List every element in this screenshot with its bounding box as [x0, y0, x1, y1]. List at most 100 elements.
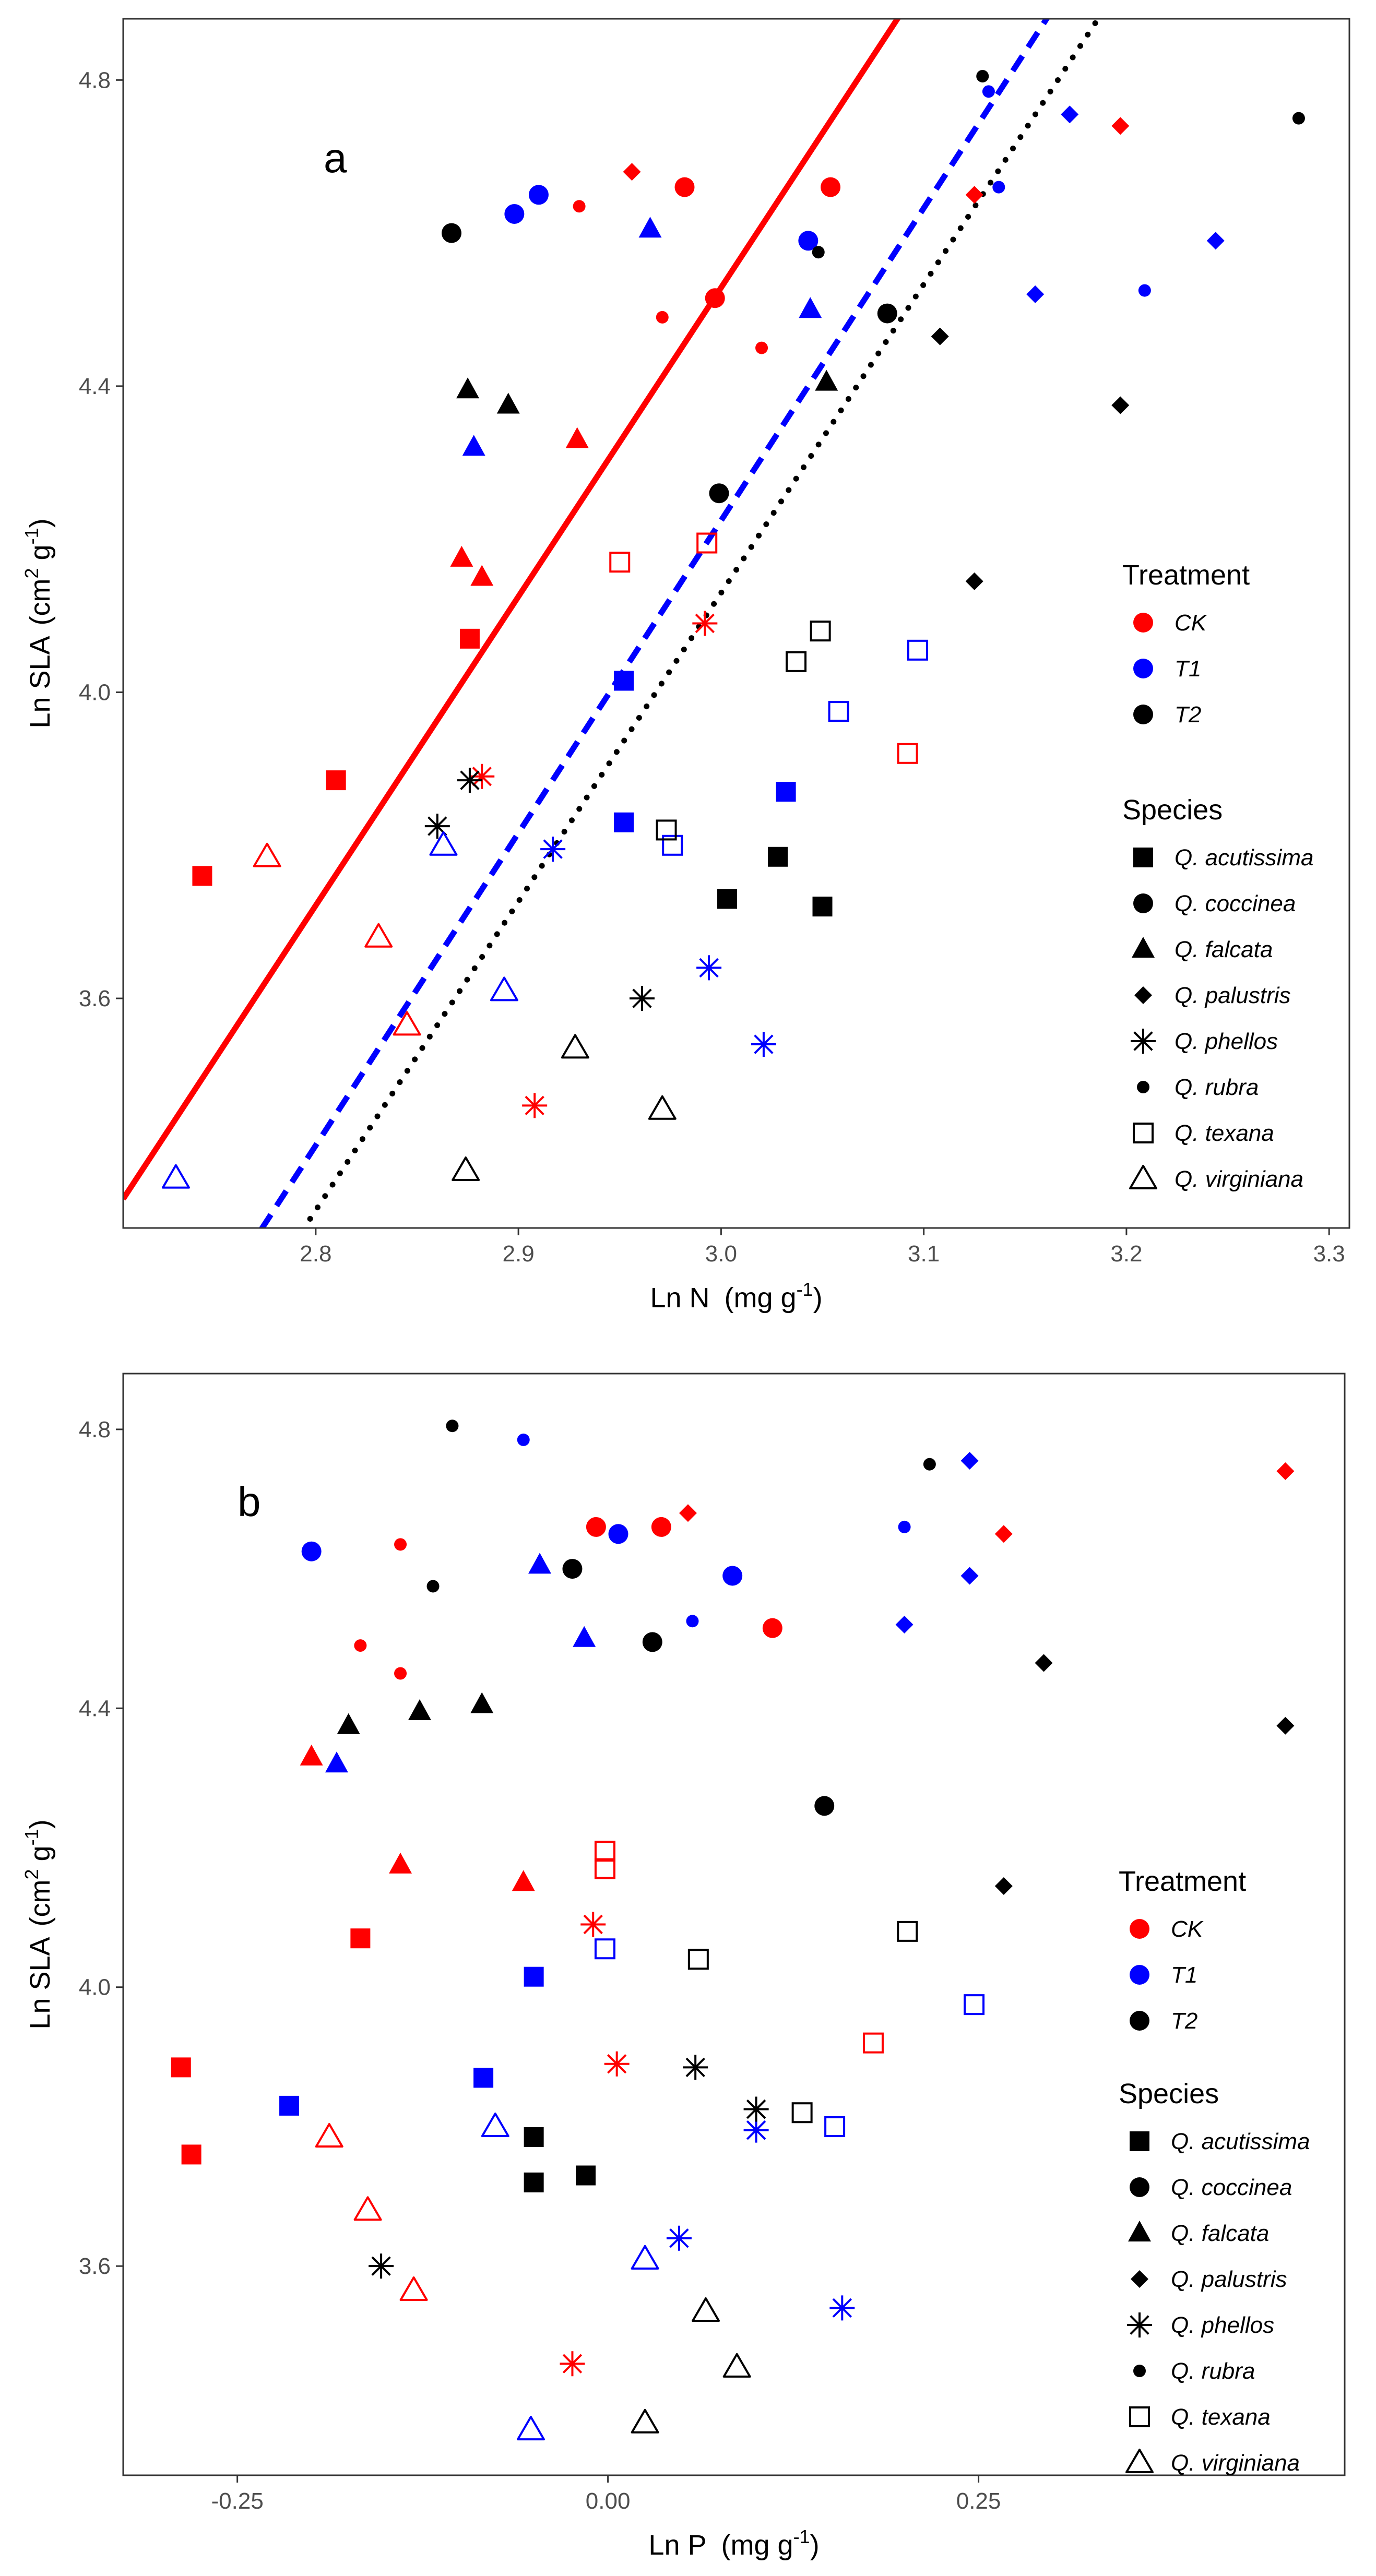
legend-species-swatch-falcata: [1128, 2221, 1151, 2241]
legend-species-label: Q. virginiana: [1175, 1166, 1303, 1192]
legend-species-label: Q. palustris: [1171, 2267, 1287, 2292]
x-axis-units: (mg g: [721, 2530, 793, 2561]
x-tick-label: 3.0: [705, 1241, 737, 1267]
point-falcata-t1: [573, 1626, 596, 1647]
fit-line-t2: [300, 19, 1102, 1228]
point-coccinea-t2: [642, 1632, 662, 1652]
legend-species-label: Q. coccinea: [1171, 2175, 1292, 2200]
point-coccinea-t2: [562, 1559, 583, 1579]
point-falcata-t2: [337, 1713, 360, 1734]
y-axis-units-exponent-neg1: -1: [21, 1829, 42, 1845]
x-axis-variable: Ln N: [650, 1282, 709, 1314]
point-texana-t2: [786, 651, 807, 672]
point-virginiana-t1: [490, 976, 518, 1001]
point-rubra-t1: [898, 1520, 911, 1533]
y-tick-label: 3.6: [79, 2253, 111, 2279]
legend-treatment-swatch-t1: [1133, 659, 1153, 678]
legend-species-label: Q. coccinea: [1175, 891, 1296, 916]
legend-treatment-swatch-t2: [1133, 705, 1153, 724]
point-palustris-t1: [960, 1452, 979, 1470]
point-palustris-t2: [965, 572, 983, 590]
point-falcata-t2: [815, 369, 838, 391]
point-phellos-ck: [560, 2351, 585, 2377]
point-texana-ck: [594, 1858, 615, 1879]
x-axis-title: Ln N (mg g-1): [650, 1279, 822, 1314]
point-phellos-t1: [829, 2295, 855, 2321]
point-palustris-ck: [965, 186, 983, 204]
x-axis-units: (mg g: [725, 1282, 797, 1314]
point-rubra-t2: [446, 1420, 459, 1433]
legend-species-swatch-rubra: [1137, 1081, 1149, 1093]
legend-species-label: Q. phellos: [1175, 1029, 1278, 1054]
legend-species-swatch-palustris: [1134, 986, 1152, 1004]
legend-species-swatch-coccinea: [1130, 2177, 1149, 2197]
point-acutissima-t2: [524, 2127, 544, 2148]
panel-border: [122, 1373, 1346, 2476]
point-phellos-t1: [751, 1032, 776, 1057]
fit-lines: [123, 19, 1102, 1228]
legend-treatment-title: Treatment: [1122, 559, 1250, 591]
x-axis-title: Ln P (mg g-1): [648, 2526, 819, 2561]
point-acutissima-t2: [768, 846, 788, 867]
y-axis-units-mid: g: [25, 1845, 56, 1869]
point-coccinea-t2: [814, 1796, 835, 1816]
point-coccinea-ck: [674, 177, 695, 197]
legend-treatment-swatch-t1: [1130, 1965, 1149, 1985]
data-points: [161, 69, 1305, 1189]
y-axis-units-exponent-2: 2: [21, 1869, 42, 1879]
point-rubra-ck: [394, 1667, 407, 1680]
legend: Treatment CK T1 T2 Species Q. acutissima Q. co…: [1119, 1866, 1310, 2476]
point-rubra-ck: [354, 1639, 367, 1652]
x-tick-label: 0.25: [956, 2488, 1001, 2514]
legend-species-swatch-virginiana: [1129, 1165, 1157, 1189]
point-falcata-ck: [565, 427, 589, 448]
point-rubra-t2: [1292, 112, 1305, 125]
point-coccinea-ck: [651, 1517, 671, 1537]
point-rubra-t1: [982, 85, 995, 98]
point-virginiana-t1: [631, 2245, 659, 2270]
y-tick-label: 3.6: [79, 986, 111, 1011]
data-points: [171, 1420, 1295, 2441]
y-tick-label: 4.0: [79, 1975, 111, 2000]
point-virginiana-t2: [631, 2408, 659, 2434]
legend-treatment-label: T2: [1171, 2008, 1197, 2034]
point-rubra-ck: [656, 311, 669, 324]
point-virginiana-t1: [516, 2416, 545, 2441]
point-coccinea-ck: [821, 177, 841, 197]
y-axis-title: Ln SLA (cm2 g-1): [21, 1819, 56, 2029]
point-texana-t1: [594, 1938, 615, 1960]
point-palustris-t1: [895, 1615, 914, 1633]
point-coccinea-ck: [762, 1618, 782, 1638]
point-phellos-t2: [683, 2055, 708, 2080]
y-tick-label: 4.0: [79, 679, 111, 705]
point-phellos-t2: [743, 2096, 769, 2122]
legend-treatment-label: T1: [1175, 656, 1201, 682]
x-axis-units-exponent: -1: [793, 2526, 810, 2547]
point-falcata-t1: [462, 435, 485, 456]
point-falcata-t2: [470, 1692, 494, 1713]
point-virginiana-ck: [253, 842, 281, 867]
point-acutissima-t1: [776, 782, 796, 802]
point-palustris-t2: [931, 327, 949, 345]
legend-species-label: Q. falcata: [1171, 2221, 1269, 2246]
point-texana-t2: [656, 819, 677, 841]
point-palustris-t2: [994, 1877, 1013, 1895]
point-palustris-ck: [1111, 117, 1130, 135]
panel-letter: b: [238, 1478, 261, 1525]
point-palustris-t2: [1276, 1716, 1295, 1735]
point-phellos-t1: [743, 2117, 769, 2143]
y-axis-units-close: ): [25, 1819, 56, 1829]
y-tick-label: 4.8: [79, 1417, 111, 1442]
point-coccinea-t2: [877, 303, 897, 324]
point-acutissima-t2: [812, 897, 833, 917]
legend-species-label: Q. texana: [1175, 1120, 1274, 1146]
legend-species-label: Q. acutissima: [1171, 2129, 1310, 2154]
y-axis-units-exponent-2: 2: [21, 568, 42, 578]
legend-species-swatch-falcata: [1132, 937, 1155, 958]
point-texana-t2: [897, 1921, 918, 1942]
fit-line-t1: [258, 19, 1050, 1228]
point-virginiana-t1: [429, 831, 458, 856]
point-phellos-t2: [629, 986, 655, 1011]
y-axis-title: Ln SLA (cm2 g-1): [21, 518, 56, 728]
